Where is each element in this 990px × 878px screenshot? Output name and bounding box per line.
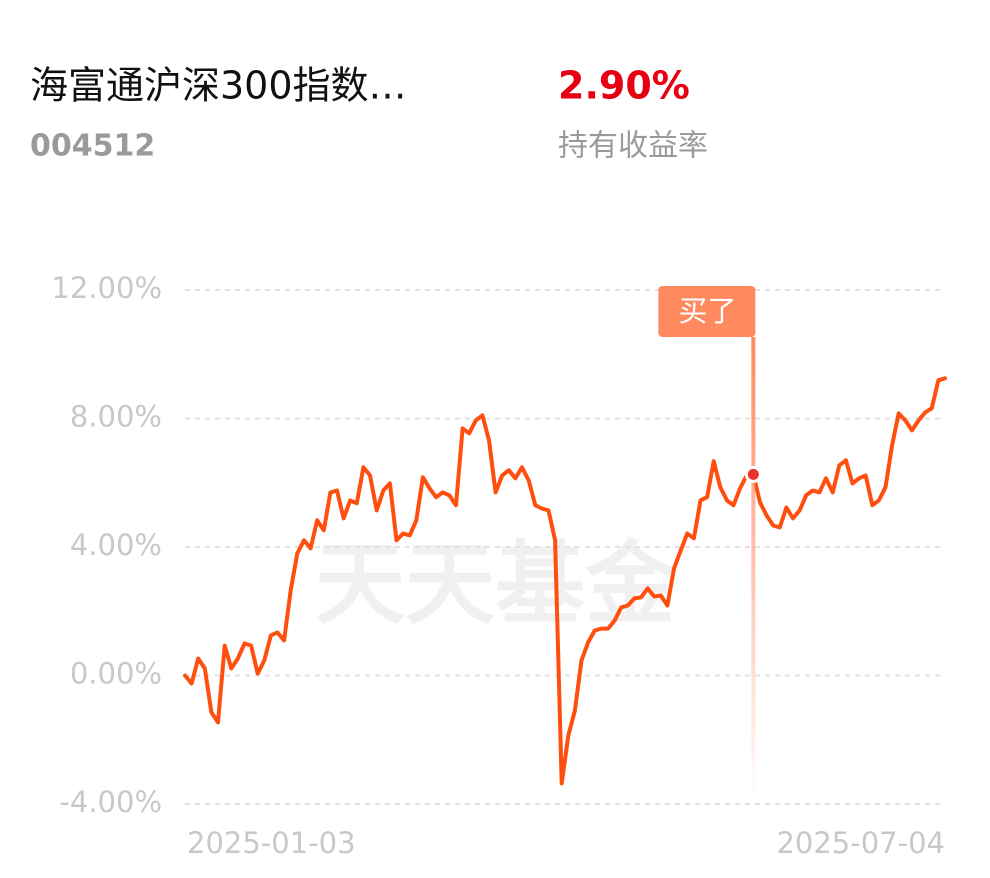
- y-tick-label: -4.00%: [59, 785, 162, 819]
- y-tick-label: 4.00%: [70, 528, 162, 562]
- buy-tag: [658, 286, 756, 337]
- fund-code: 004512: [30, 129, 155, 164]
- buy-tag-label: 买了: [678, 294, 736, 328]
- y-tick-label: 0.00%: [70, 657, 162, 691]
- fund-line: [183, 376, 947, 786]
- buy-point: [744, 465, 762, 483]
- x-tick-label: 2025-07-04: [776, 826, 945, 860]
- y-tick-label: 12.00%: [51, 271, 162, 305]
- buy-line: [751, 337, 756, 804]
- y-tick-label: 8.00%: [70, 400, 162, 434]
- x-tick-label: 2025-01-03: [187, 826, 356, 860]
- fund-title: 海富通沪深300指数…: [30, 64, 407, 108]
- return-label: 持有收益率: [558, 129, 708, 164]
- holding-return: 2.90%: [558, 64, 690, 108]
